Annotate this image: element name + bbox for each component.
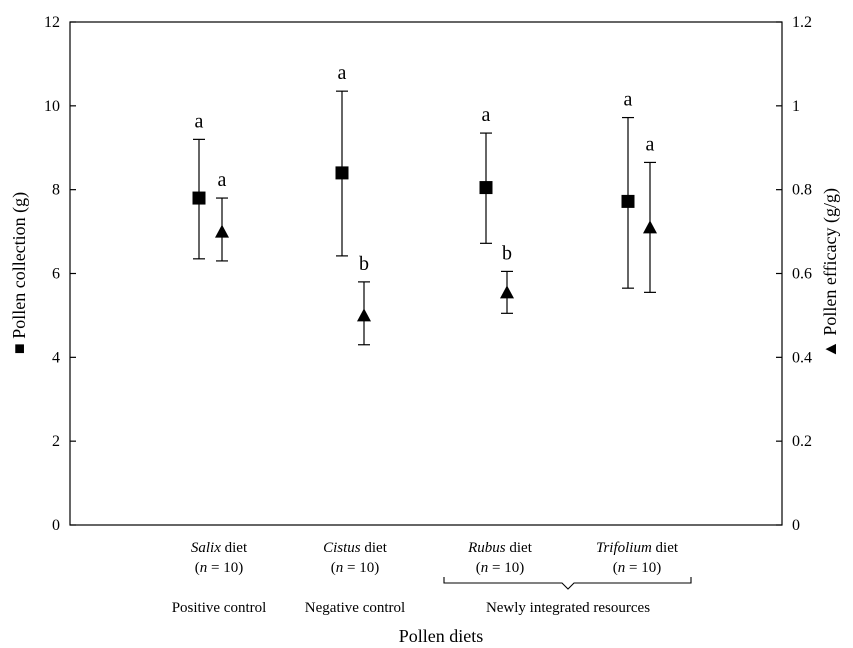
group-label: Positive control	[172, 600, 267, 616]
category-name: Cistus	[323, 540, 361, 556]
significance-letter: a	[195, 110, 204, 132]
n-label-part: (	[613, 560, 618, 576]
right-tick-label: 0	[792, 517, 800, 534]
right-tick-label: 1.2	[792, 14, 812, 31]
data-point-square	[621, 194, 635, 208]
left-tick-label: 10	[44, 98, 60, 115]
chart-labels: 0 2 4 6 8 10 12 0 0.2 0.4 0.6 0.8 1 1.2 ■ Pollen colle…	[9, 14, 841, 646]
significance-letter: b	[502, 242, 512, 264]
data-point-triangle	[500, 285, 514, 299]
category-n-label: (n = 10)	[613, 560, 661, 576]
group-label: Newly integrated resources	[486, 600, 650, 616]
significance-letter: a	[218, 169, 227, 191]
plot-frame	[69, 21, 783, 526]
n-label-part: (	[195, 560, 200, 576]
category-label: Salix diet	[191, 540, 248, 556]
left-tick-label: 0	[52, 517, 60, 534]
data-point-square	[335, 166, 349, 180]
significance-letter: a	[646, 133, 655, 155]
left-tick-label: 6	[52, 266, 60, 283]
x-axis-title: Pollen diets	[399, 626, 484, 646]
significance-letter: a	[624, 89, 633, 111]
significance-letter: b	[359, 253, 369, 275]
category-suffix: diet	[221, 540, 248, 556]
left-tick-label: 12	[44, 14, 60, 31]
category-name: Trifolium	[596, 540, 652, 556]
category-label: Trifolium diet	[596, 540, 679, 556]
category-suffix: diet	[506, 540, 533, 556]
n-label-part: n	[481, 560, 489, 576]
right-tick-label: 0.8	[792, 182, 812, 199]
left-tick-label: 8	[52, 182, 60, 199]
axes	[69, 21, 783, 590]
data-point-triangle	[643, 220, 657, 234]
left-tick-label: 4	[52, 349, 60, 366]
category-n-label: (n = 10)	[331, 560, 379, 576]
category-name: Salix	[191, 540, 221, 556]
data-point-triangle	[357, 308, 371, 322]
chart-marks	[192, 90, 657, 346]
category-label: Cistus diet	[323, 540, 388, 556]
y-axis-left-title: ■ Pollen collection (g)	[9, 192, 30, 354]
data-point-square	[479, 181, 493, 195]
n-label-part: n	[200, 560, 208, 576]
right-tick-label: 0.4	[792, 349, 812, 366]
right-tick-label: 0.2	[792, 433, 812, 450]
n-label-part: n	[336, 560, 344, 576]
n-label-part: = 10)	[207, 560, 243, 576]
n-label-part: n	[618, 560, 626, 576]
y-axis-right-title: ▲ Pollen efficacy (g/g)	[820, 188, 841, 358]
category-n-label: (n = 10)	[476, 560, 524, 576]
category-label: Rubus diet	[467, 540, 533, 556]
data-point-triangle	[215, 224, 229, 238]
significance-letter: a	[338, 62, 347, 84]
n-label-part: (	[476, 560, 481, 576]
significance-letter: a	[482, 104, 491, 126]
category-name: Rubus	[467, 540, 506, 556]
n-label-part: = 10)	[343, 560, 379, 576]
right-tick-label: 0.6	[792, 266, 812, 283]
n-label-part: = 10)	[488, 560, 524, 576]
data-point-square	[192, 191, 206, 205]
left-tick-label: 2	[52, 433, 60, 450]
category-suffix: diet	[652, 540, 679, 556]
n-label-part: = 10)	[625, 560, 661, 576]
n-label-part: (	[331, 560, 336, 576]
category-n-label: (n = 10)	[195, 560, 243, 576]
group-label: Negative control	[305, 600, 405, 616]
category-suffix: diet	[361, 540, 388, 556]
group-brace	[443, 577, 692, 590]
right-tick-label: 1	[792, 98, 800, 115]
